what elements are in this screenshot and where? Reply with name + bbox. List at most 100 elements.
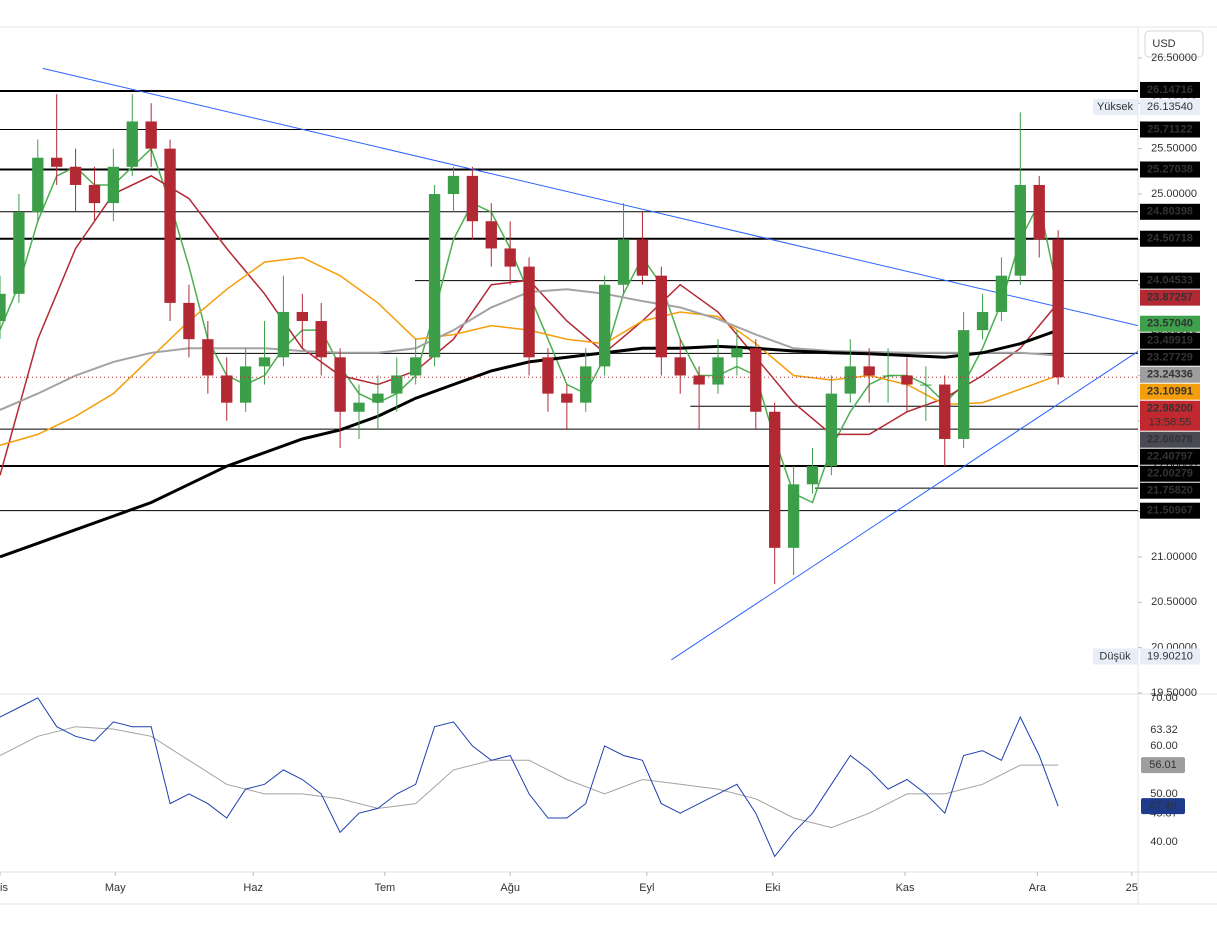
price-box-label: 24.50718	[1147, 233, 1193, 245]
x-tick-label: Haz	[243, 882, 263, 894]
candle-body	[863, 366, 875, 376]
candle-body	[372, 393, 384, 403]
candle-body	[107, 166, 120, 204]
candle-body	[712, 357, 724, 385]
candle-body	[410, 357, 422, 376]
price-pane	[0, 67, 1138, 661]
price-box	[1140, 332, 1200, 349]
price-box	[1140, 230, 1200, 247]
price-tag: Düşük	[1099, 650, 1131, 662]
candle-body	[674, 357, 686, 376]
currency-button[interactable]	[1144, 30, 1204, 58]
candle-body	[145, 121, 157, 149]
price-box-label: 26.14716	[1147, 84, 1193, 96]
indicator-pane	[0, 697, 1059, 858]
indicator-value-box	[1141, 798, 1185, 815]
candle-body	[126, 121, 138, 167]
candle-body	[1052, 239, 1064, 378]
price-box	[1140, 315, 1200, 332]
candle-body	[882, 375, 894, 377]
candle-body	[636, 239, 649, 276]
candle-body	[277, 311, 290, 358]
candle-body	[655, 275, 667, 358]
price-box-label: 21.50967	[1147, 505, 1193, 517]
candle-body	[428, 194, 441, 358]
price-box	[1140, 448, 1200, 465]
candle-body	[258, 357, 271, 367]
candle-body	[731, 348, 743, 358]
candle-body	[88, 184, 101, 204]
price-box	[1140, 161, 1200, 178]
price-box-label: 23.27729	[1147, 352, 1193, 364]
x-tick-label: 25	[1126, 882, 1138, 894]
candle-body	[353, 402, 365, 412]
price-box	[1140, 465, 1200, 482]
price-box-label: 22.98200	[1147, 403, 1193, 415]
candle-body	[466, 175, 479, 222]
candle-body	[901, 375, 913, 385]
candle-body	[13, 212, 25, 294]
candle-body	[334, 357, 346, 412]
candle-body	[51, 157, 63, 167]
price-tag: Yüksek	[1097, 101, 1134, 113]
indicator-value: 56.01	[1149, 759, 1177, 771]
price-box-label: 26.13540	[1147, 101, 1193, 113]
price-box	[1140, 272, 1200, 289]
price-box-label: 21.75820	[1147, 485, 1193, 497]
candle-body	[580, 366, 592, 403]
price-box	[1140, 648, 1200, 665]
candle-body	[1033, 184, 1045, 240]
candle-body	[183, 302, 195, 340]
price-box-label: 23.49919	[1147, 335, 1193, 347]
candle-body	[787, 484, 800, 548]
price-box-label: 25.71122	[1147, 123, 1192, 135]
x-tick-label: Ara	[1029, 882, 1047, 894]
price-box	[1140, 349, 1200, 366]
x-tick-label: Ağu	[500, 882, 520, 894]
candle-body	[957, 330, 970, 439]
candle-body	[391, 375, 403, 394]
price-box-label: 24.04533	[1147, 275, 1193, 287]
price-box	[1140, 121, 1200, 138]
rsi-tick-label: 60.00	[1150, 740, 1178, 752]
candle-body	[1014, 184, 1026, 276]
x-tick-label: Eyl	[639, 882, 654, 894]
price-box-label: 23.57040	[1147, 318, 1193, 330]
y-tick-label: 25.00000	[1151, 188, 1197, 200]
candle-body	[504, 248, 516, 267]
candle-body	[447, 175, 460, 195]
indicator-line	[0, 726, 1059, 829]
x-tick-label: Kas	[896, 882, 915, 894]
price-box	[1140, 482, 1200, 499]
x-tick-label: May	[105, 882, 126, 894]
price-box	[1140, 502, 1200, 519]
price-box-label: 23.87257	[1147, 292, 1193, 304]
candle-body	[485, 221, 497, 249]
price-tag-box	[1093, 648, 1138, 665]
price-box	[1140, 400, 1200, 431]
price-box-label: 25.27038	[1147, 163, 1193, 175]
indicator-value-box	[1141, 757, 1185, 774]
candle-body	[69, 166, 82, 185]
price-box	[1140, 289, 1200, 306]
price-box	[1140, 366, 1200, 383]
price-box-label: 24.80398	[1147, 206, 1193, 218]
rsi-tick-label: 40.00	[1150, 836, 1178, 848]
price-box	[1140, 203, 1200, 220]
price-box-label: 19.90210	[1147, 650, 1193, 662]
candle-body	[202, 339, 214, 376]
price-box	[1140, 81, 1200, 98]
candle-body	[561, 393, 573, 403]
price-box-label: 23.24336	[1147, 369, 1193, 381]
candle-body	[976, 311, 989, 331]
candle-body	[221, 375, 233, 403]
candle-body	[920, 384, 932, 386]
y-tick-label: 20.50000	[1151, 596, 1197, 608]
price-box	[1140, 431, 1200, 448]
candle-body	[0, 293, 6, 322]
candle-body	[617, 239, 630, 285]
rsi-tick-label: 50.00	[1150, 788, 1178, 800]
y-tick-label: 26.50000	[1151, 52, 1197, 64]
